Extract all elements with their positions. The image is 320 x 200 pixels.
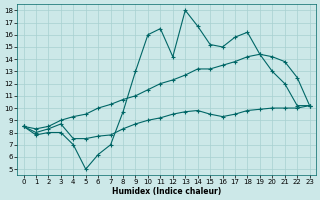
X-axis label: Humidex (Indice chaleur): Humidex (Indice chaleur)	[112, 187, 221, 196]
